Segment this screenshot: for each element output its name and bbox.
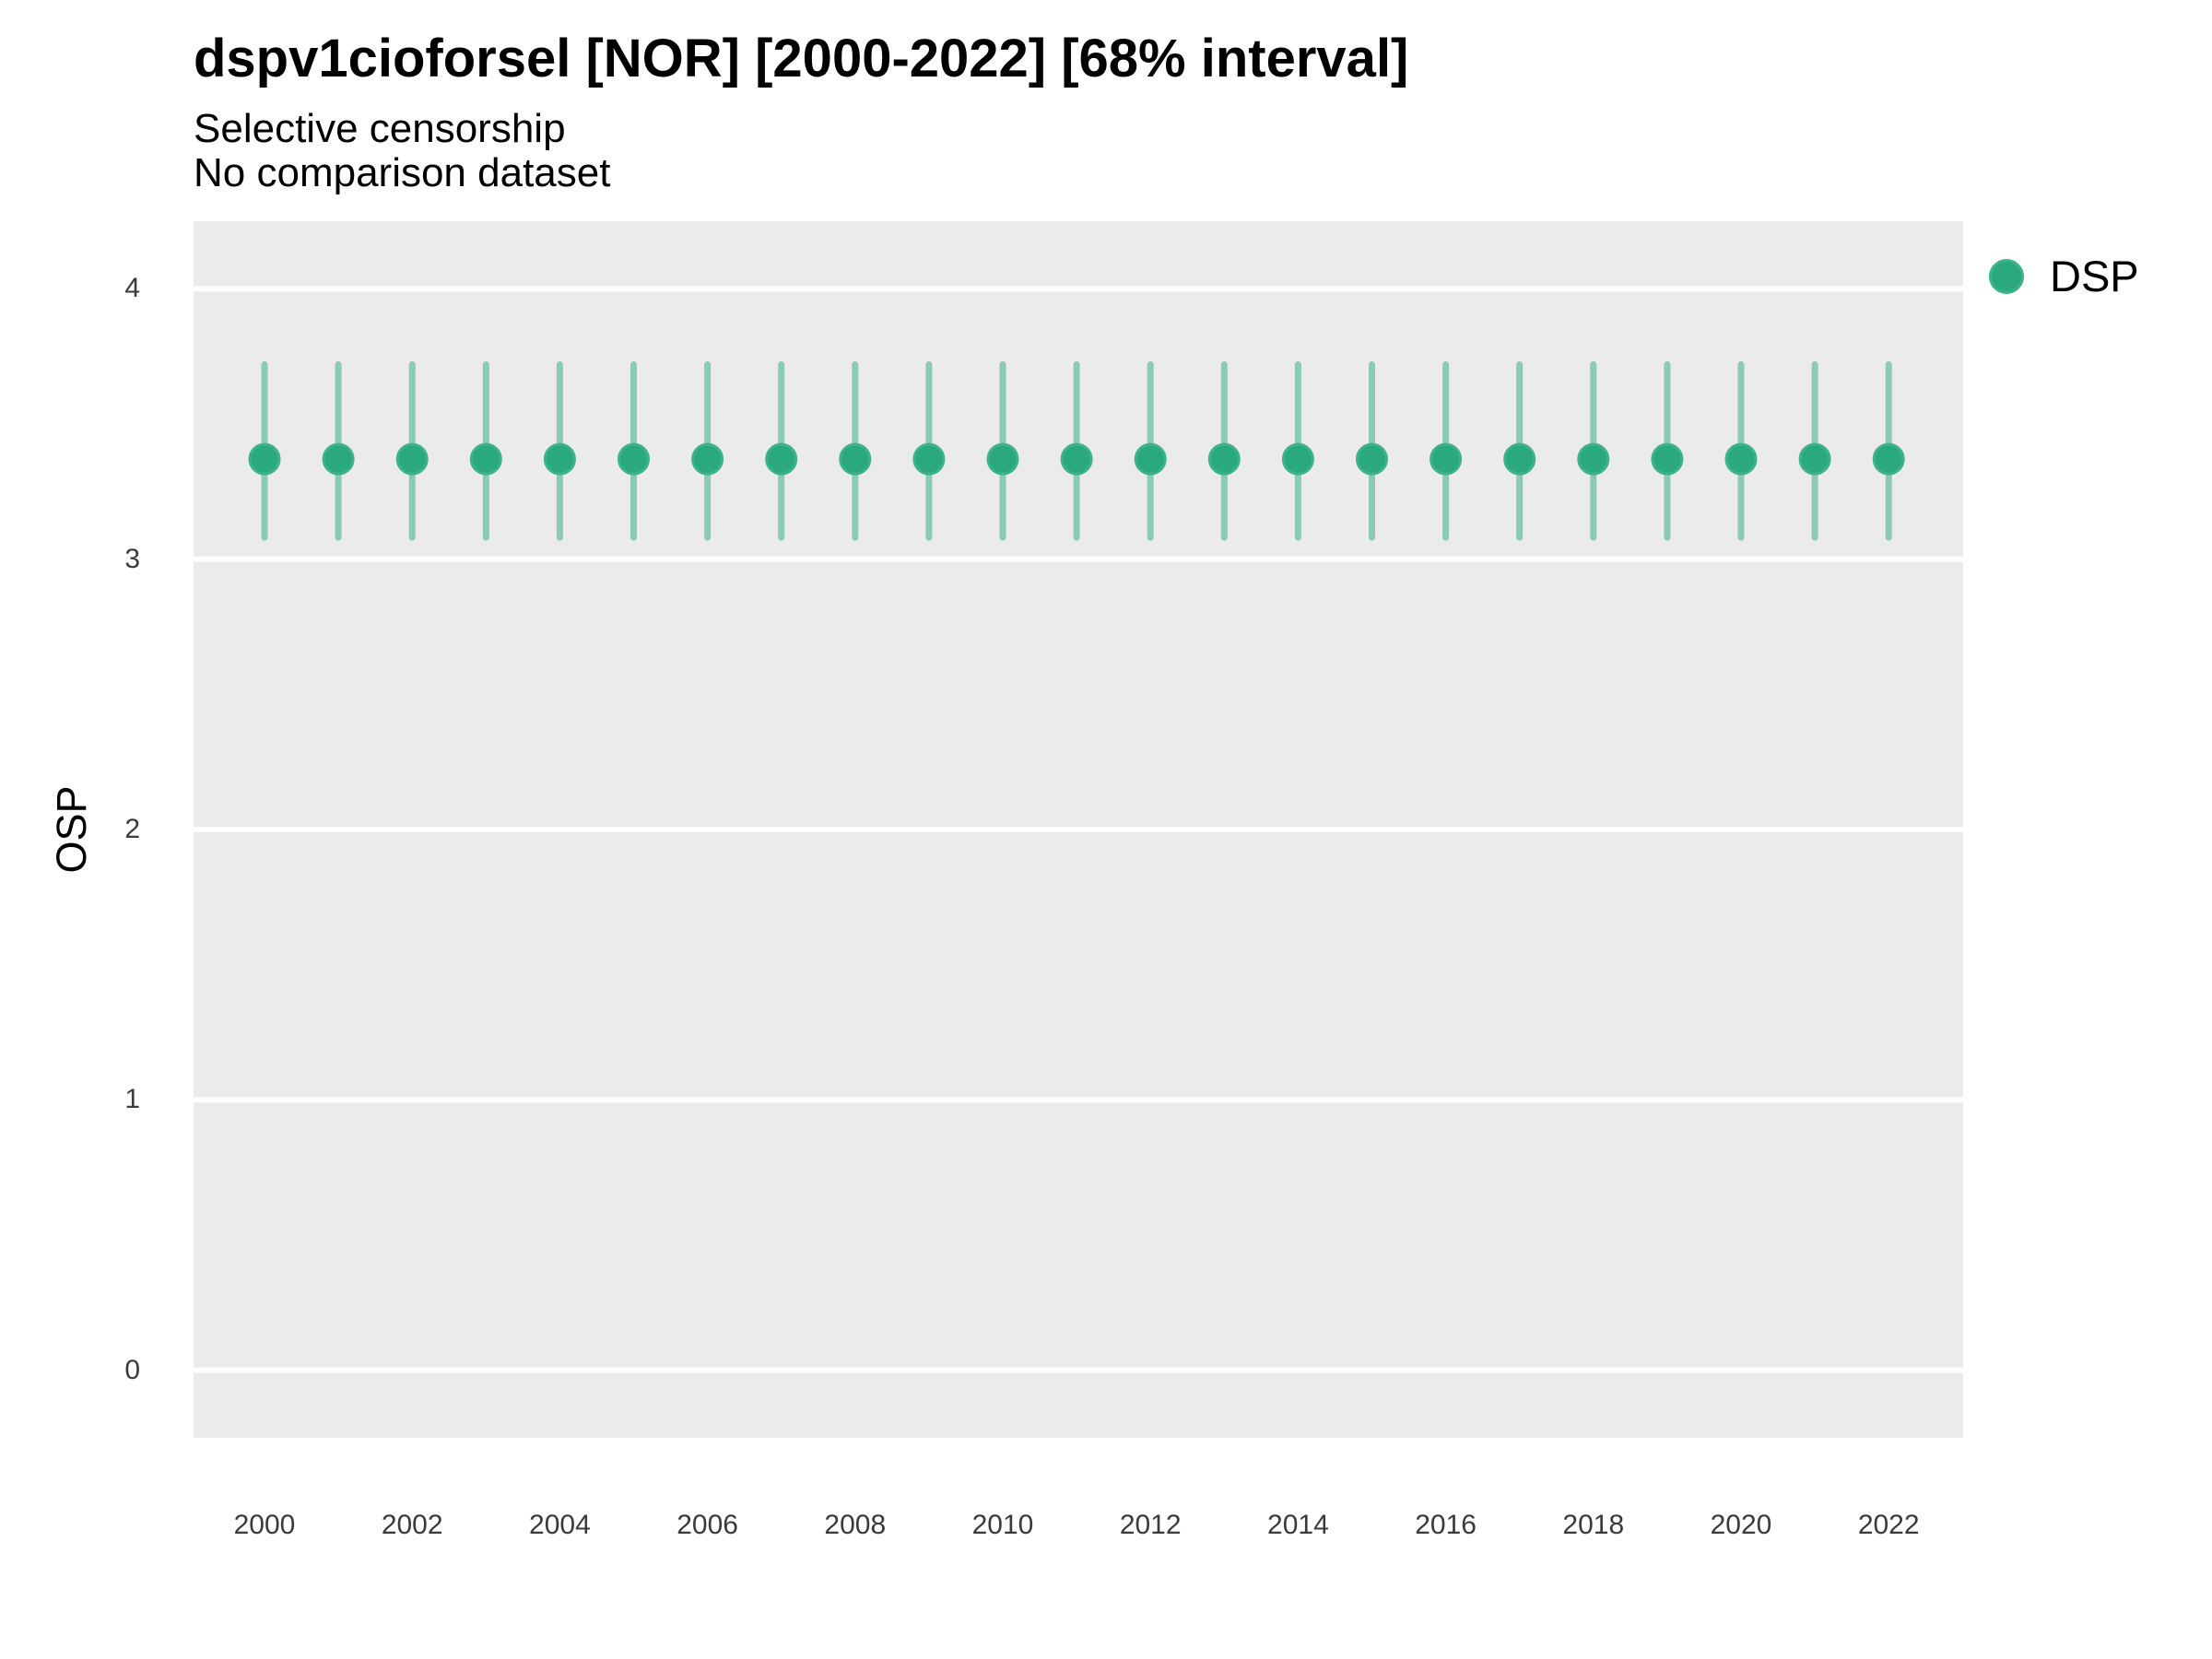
y-tick-label-0: 0 xyxy=(124,1354,140,1385)
data-point-2003 xyxy=(469,442,502,476)
x-tick-label-2006: 2006 xyxy=(677,1510,738,1540)
chart-subtitle-1: Selective censorship xyxy=(194,106,566,151)
x-tick-label-2012: 2012 xyxy=(1119,1510,1182,1540)
data-point-2006 xyxy=(691,442,724,476)
data-point-2018 xyxy=(1577,442,1610,476)
data-point-2020 xyxy=(1724,442,1758,476)
data-point-2010 xyxy=(986,442,1019,476)
x-tick-label-2022: 2022 xyxy=(1857,1510,1920,1540)
legend: DSP xyxy=(1989,251,2139,302)
chart-subtitle-2: No comparison dataset xyxy=(194,150,611,195)
data-point-2013 xyxy=(1207,442,1241,476)
data-point-2014 xyxy=(1281,442,1314,476)
data-point-2017 xyxy=(1503,442,1536,476)
y-tick-label-2: 2 xyxy=(124,814,140,844)
data-point-2008 xyxy=(839,442,872,476)
data-point-2004 xyxy=(543,442,576,476)
x-tick-label-2018: 2018 xyxy=(1562,1510,1625,1540)
data-point-2019 xyxy=(1651,442,1684,476)
legend-label: DSP xyxy=(2050,252,2139,300)
x-tick-label-2014: 2014 xyxy=(1267,1510,1329,1540)
legend-point-icon xyxy=(1989,259,2024,294)
data-point-2021 xyxy=(1798,442,1831,476)
data-point-2009 xyxy=(912,442,946,476)
x-tick-label-2004: 2004 xyxy=(529,1510,591,1540)
chart-title: dspv1cioforsel [NOR] [2000-2022] [68% in… xyxy=(194,29,1409,88)
x-tick-label-2002: 2002 xyxy=(381,1510,443,1540)
y-tick-label-1: 1 xyxy=(124,1084,140,1115)
data-point-2002 xyxy=(395,442,429,476)
x-tick-label-2000: 2000 xyxy=(233,1510,296,1540)
x-tick-label-2020: 2020 xyxy=(1710,1510,1772,1540)
data-point-2011 xyxy=(1060,442,1093,476)
data-point-2000 xyxy=(248,442,281,476)
data-point-2016 xyxy=(1430,442,1463,476)
data-point-2007 xyxy=(765,442,798,476)
x-tick-label-2016: 2016 xyxy=(1415,1510,1477,1540)
data-point-2022 xyxy=(1872,442,1905,476)
data-point-2012 xyxy=(1134,442,1167,476)
data-point-2005 xyxy=(618,442,650,476)
y-tick-label-3: 3 xyxy=(124,543,140,574)
data-point-2015 xyxy=(1356,442,1388,476)
x-tick-label-2010: 2010 xyxy=(971,1510,1034,1540)
x-tick-label-2008: 2008 xyxy=(824,1510,887,1540)
data-point-2001 xyxy=(322,442,355,476)
y-tick-label-4: 4 xyxy=(124,273,140,304)
